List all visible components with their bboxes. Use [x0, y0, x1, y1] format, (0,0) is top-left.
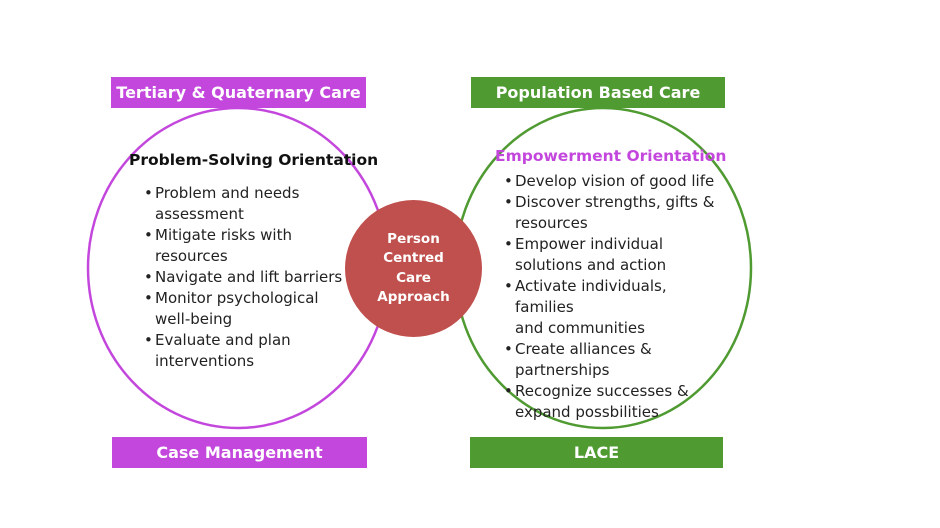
list-item-line: Navigate and lift barriers — [155, 268, 343, 286]
list-item-line: Evaluate and plan — [155, 331, 291, 349]
center-label-line: Care — [396, 269, 431, 286]
list-item-line: and communities — [515, 319, 645, 337]
list-item-line: Empower individual — [515, 235, 664, 253]
list-item: Empower individual solutions and action — [504, 234, 724, 276]
list-item-line: partnerships — [515, 361, 610, 379]
list-item: Evaluate and plan interventions — [144, 330, 344, 372]
problem-solving-heading: Problem-Solving Orientation — [129, 151, 379, 169]
list-item: Activate individuals, families and commun… — [504, 276, 724, 339]
empowerment-heading: Empowerment Orientation — [495, 147, 727, 165]
list-item-line: resources — [515, 214, 588, 232]
list-item-line: Monitor psychological — [155, 289, 319, 307]
list-item: Develop vision of good life — [504, 171, 724, 192]
tertiary-care-label: Tertiary & Quaternary Care — [111, 77, 366, 108]
list-item-line: solutions and action — [515, 256, 667, 274]
list-item-line: Recognize successes & — [515, 382, 689, 400]
population-care-label: Population Based Care — [471, 77, 725, 108]
list-item-line: Create alliances & — [515, 340, 652, 358]
list-item: Create alliances & partnerships — [504, 339, 724, 381]
list-item: Monitor psychological well-being — [144, 288, 344, 330]
empowerment-list: Develop vision of good life Discover str… — [504, 171, 724, 423]
list-item-line: assessment — [155, 205, 244, 223]
lace-label: LACE — [470, 437, 723, 468]
list-item-line: Problem and needs — [155, 184, 300, 202]
list-item-line: Discover strengths, gifts & — [515, 193, 715, 211]
list-item: Recognize successes & expand possbilities — [504, 381, 724, 423]
list-item-line: resources — [155, 247, 228, 265]
list-item-line: interventions — [155, 352, 255, 370]
problem-solving-list: Problem and needs assessment Mitigate ris… — [144, 183, 344, 372]
list-item-line: expand possbilities — [515, 403, 659, 421]
list-item-line: Mitigate risks with — [155, 226, 292, 244]
list-item: Navigate and lift barriers — [144, 267, 344, 288]
list-item-line: well-being — [155, 310, 233, 328]
person-centred-care-circle: Person Centred Care Approach — [345, 200, 482, 337]
center-label-line: Person — [387, 230, 440, 247]
list-item: Discover strengths, gifts & resources — [504, 192, 724, 234]
list-item-line: Activate individuals, families — [515, 277, 667, 316]
center-label: Person Centred Care Approach — [377, 230, 449, 308]
list-item-line: Develop vision of good life — [515, 172, 715, 190]
case-management-label: Case Management — [112, 437, 367, 468]
center-label-line: Approach — [377, 289, 450, 305]
center-label-line: Centred — [383, 250, 444, 266]
list-item: Mitigate risks with resources — [144, 225, 344, 267]
list-item: Problem and needs assessment — [144, 183, 344, 225]
